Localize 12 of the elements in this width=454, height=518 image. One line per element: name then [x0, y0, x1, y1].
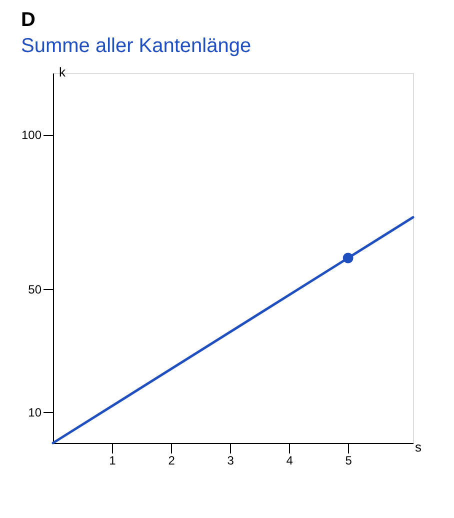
y-tick-label: 10 [28, 406, 42, 420]
y-axis-title: k [59, 64, 66, 80]
y-tick-label: 100 [21, 128, 42, 142]
x-tick-label: 3 [227, 454, 234, 468]
y-tick-label: 50 [28, 282, 42, 296]
chart-subtitle: Summe aller Kantenlänge [20, 35, 252, 57]
x-axis-title: s [415, 440, 422, 454]
chart-title: D [20, 9, 36, 31]
x-tick-label: 4 [286, 454, 294, 468]
x-tick-label: 5 [345, 454, 352, 468]
x-tick-label: 1 [109, 454, 116, 468]
x-tick-label: 2 [168, 454, 176, 468]
